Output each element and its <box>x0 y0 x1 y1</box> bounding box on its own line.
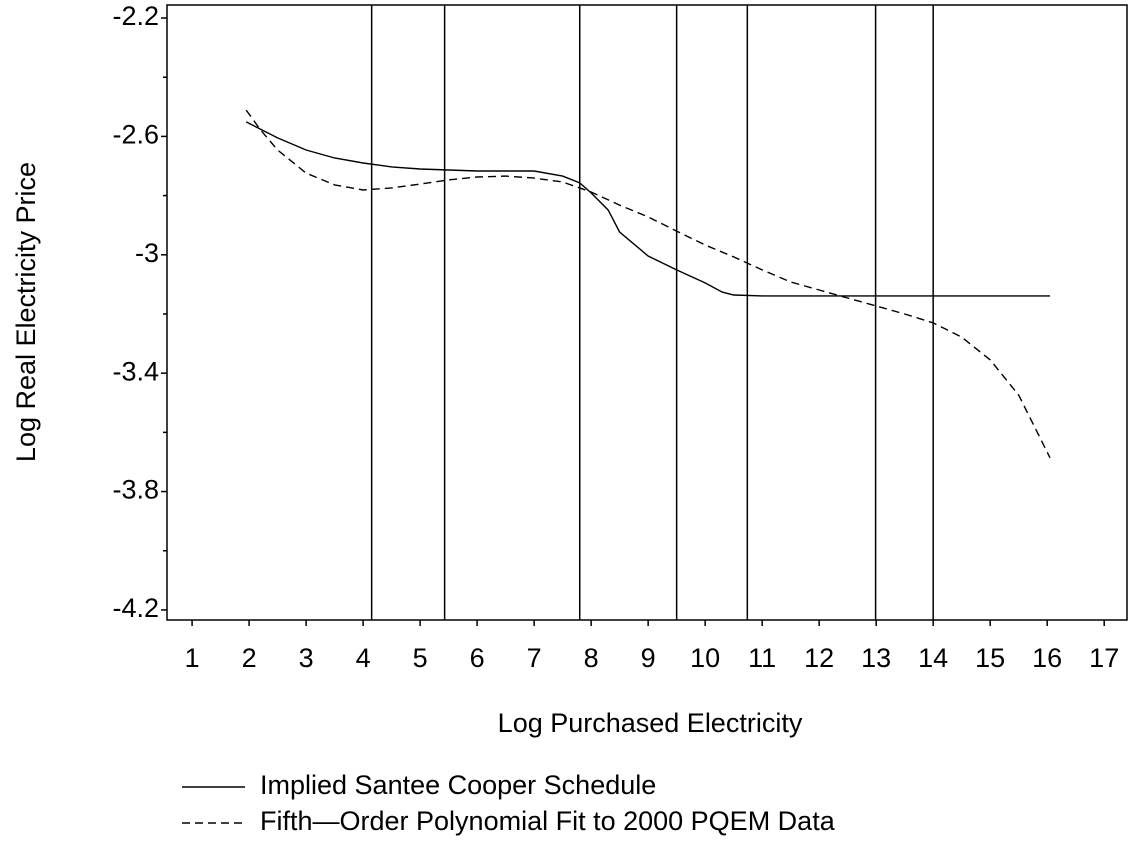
y-tick-label: -3.4 <box>112 356 159 386</box>
legend-label: Fifth—Order Polynomial Fit to 2000 PQEM … <box>260 806 836 836</box>
y-axis-label: Log Real Electricity Price <box>11 162 41 462</box>
x-tick-label: 8 <box>584 643 599 673</box>
y-tick-label: -2.2 <box>112 1 159 31</box>
series-line <box>245 109 1051 459</box>
x-tick-label: 14 <box>918 643 948 673</box>
y-tick-label: -2.6 <box>112 120 159 150</box>
legend-label: Implied Santee Cooper Schedule <box>260 770 656 800</box>
x-tick-label: 10 <box>690 643 720 673</box>
x-tick-label: 13 <box>861 643 891 673</box>
x-tick-label: 3 <box>299 643 314 673</box>
plot-frame <box>166 4 1128 621</box>
series-line <box>245 121 1050 297</box>
y-tick-label: -3.8 <box>112 475 159 505</box>
x-tick-label: 11 <box>748 643 776 673</box>
x-tick-label: 4 <box>356 643 371 673</box>
x-tick-label: 15 <box>975 643 1005 673</box>
x-axis-label: Log Purchased Electricity <box>498 708 803 738</box>
x-tick-label: 5 <box>413 643 428 673</box>
x-tick-label: 9 <box>641 643 656 673</box>
x-tick-label: 12 <box>804 643 834 673</box>
x-tick-label: 6 <box>470 643 485 673</box>
x-tick-label: 17 <box>1089 643 1119 673</box>
x-tick-label: 7 <box>527 643 542 673</box>
y-tick-label: -4.2 <box>112 593 159 623</box>
x-tick-label: 1 <box>185 643 200 673</box>
x-tick-label: 2 <box>242 643 257 673</box>
x-tick-label: 16 <box>1032 643 1062 673</box>
y-tick-label: -3 <box>135 238 159 268</box>
